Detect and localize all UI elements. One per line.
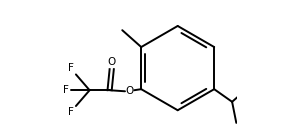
Text: O: O <box>126 86 134 96</box>
Text: F: F <box>63 85 69 95</box>
Text: F: F <box>68 107 74 117</box>
Text: F: F <box>68 63 74 73</box>
Text: O: O <box>108 57 116 67</box>
